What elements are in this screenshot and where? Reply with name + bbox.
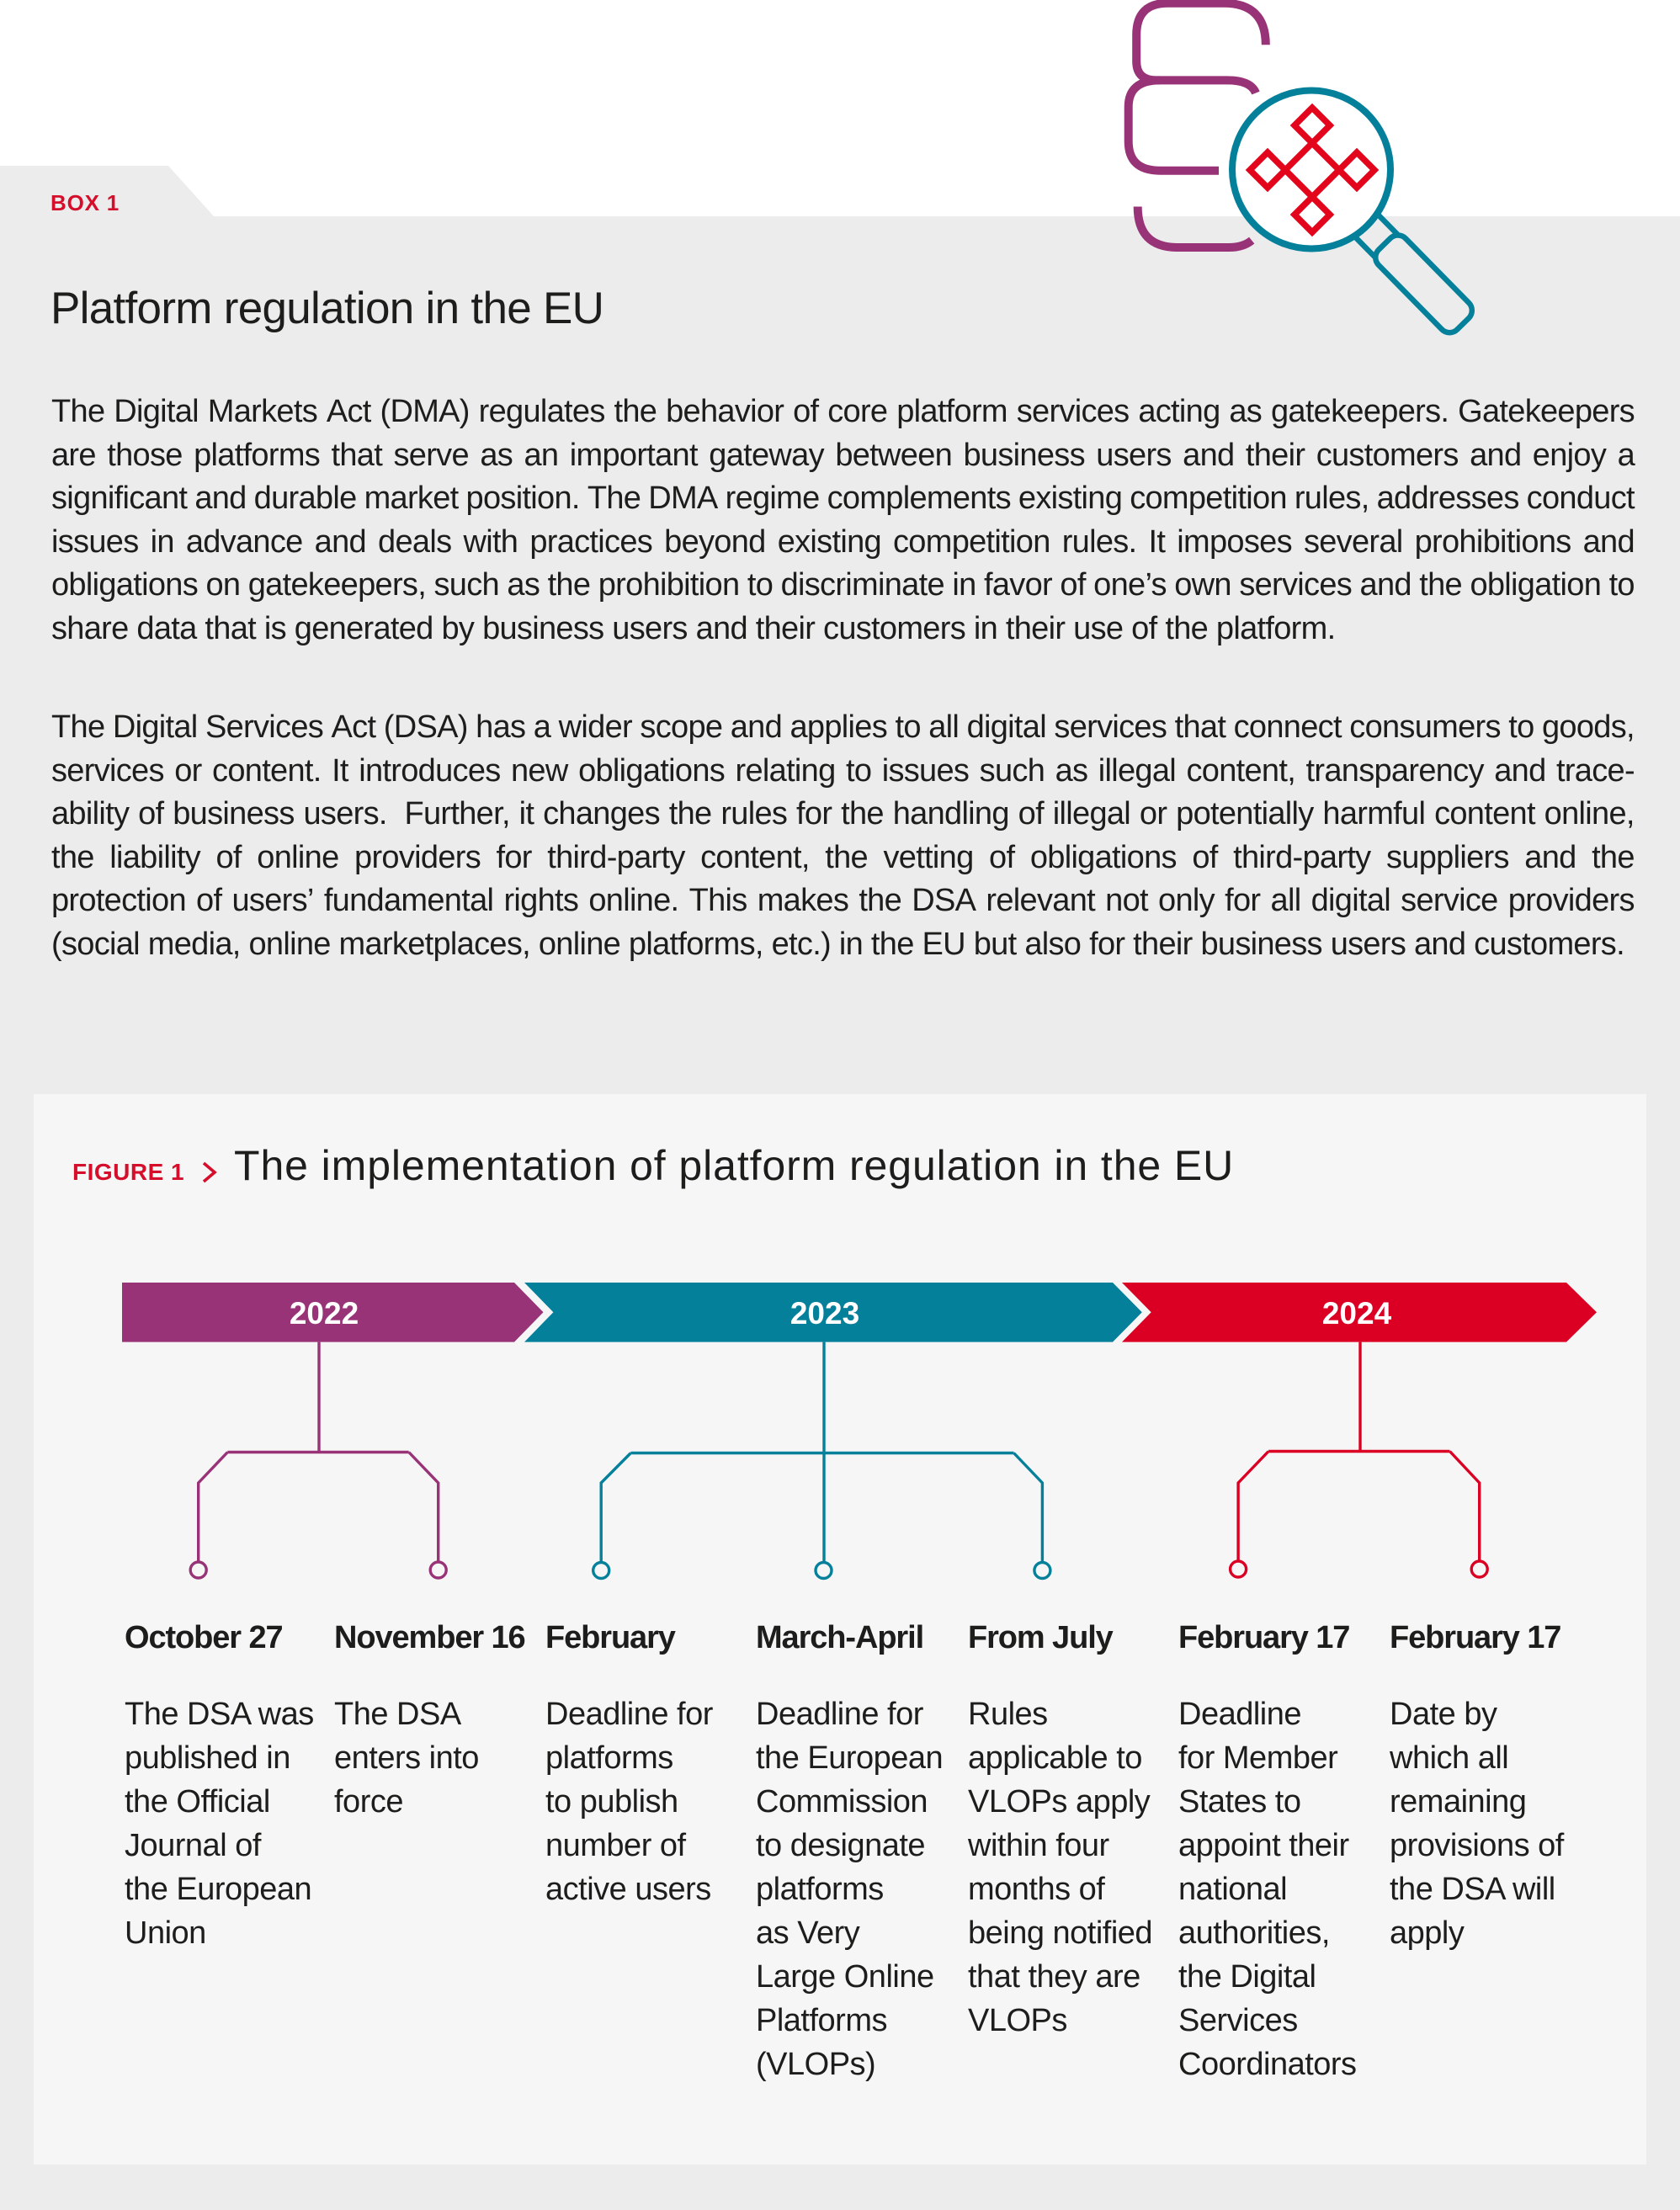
svg-text:2024: 2024 [1322,1296,1392,1331]
svg-text:2023: 2023 [790,1296,859,1331]
svg-text:2022: 2022 [290,1296,359,1331]
